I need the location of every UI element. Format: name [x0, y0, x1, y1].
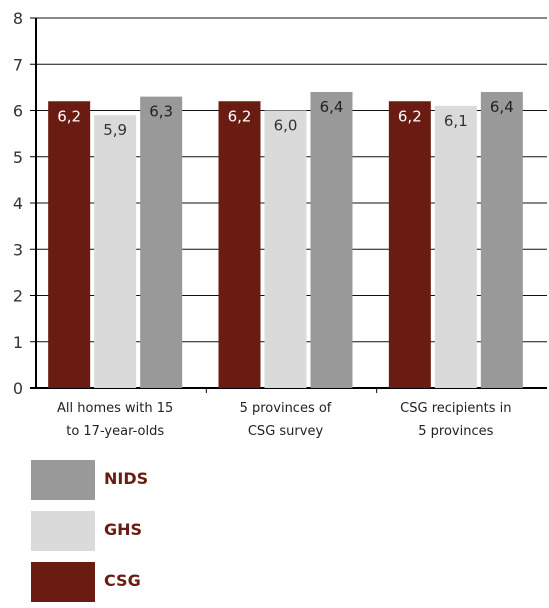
x-category-label: CSG survey	[248, 424, 324, 439]
bar-nids	[140, 96, 183, 388]
legend-label-ghs: GHS	[104, 520, 143, 539]
legend-label-csg: CSG	[104, 571, 141, 590]
legend-swatch-nids	[31, 460, 95, 500]
y-tick-label: 7	[13, 55, 23, 74]
legend-swatch-ghs	[31, 511, 95, 551]
data-label-csg: 6,2	[398, 107, 422, 125]
y-tick-label: 2	[13, 287, 23, 306]
data-label-ghs: 5,9	[103, 121, 127, 139]
bar-ghs	[434, 105, 477, 388]
x-category-label: All homes with 15	[57, 401, 173, 416]
y-tick-label: 4	[13, 194, 23, 213]
legend: NIDS GHS CSG	[31, 460, 431, 602]
bar-ghs	[264, 110, 307, 388]
y-tick-label: 5	[13, 148, 23, 167]
legend-item-nids: NIDS	[31, 460, 331, 500]
y-tick-label: 3	[13, 240, 23, 259]
y-tick-label: 1	[13, 333, 23, 352]
x-category-label: 5 provinces of	[240, 401, 332, 416]
y-tick-label: 0	[13, 379, 23, 398]
legend-swatch-csg	[31, 562, 95, 602]
y-tick-label: 8	[13, 9, 23, 28]
data-label-ghs: 6,0	[274, 117, 298, 135]
x-category-label: 5 provinces	[418, 424, 493, 439]
legend-item-csg: CSG	[31, 562, 331, 602]
x-category-label: CSG recipients in	[400, 401, 511, 416]
data-label-nids: 6,4	[490, 98, 514, 116]
y-tick-label: 6	[13, 102, 23, 121]
data-label-nids: 6,4	[320, 98, 344, 116]
bar-csg	[218, 101, 261, 388]
bar-csg	[388, 101, 431, 388]
data-label-ghs: 6,1	[444, 112, 468, 130]
legend-item-ghs: GHS	[31, 511, 331, 551]
legend-label-nids: NIDS	[104, 469, 149, 488]
data-label-csg: 6,2	[228, 107, 252, 125]
x-category-label: to 17-year-olds	[66, 424, 164, 439]
bar-chart: 0 1 2 3 4 5 6 7 8 6,2 5,9 6,3 All homes with 15 to 17…	[13, 9, 547, 439]
bar-nids	[310, 92, 353, 388]
bar-ghs	[94, 115, 137, 388]
data-label-nids: 6,3	[149, 103, 173, 121]
bar-nids	[480, 92, 523, 388]
data-label-csg: 6,2	[57, 107, 81, 125]
bar-csg	[48, 101, 91, 388]
